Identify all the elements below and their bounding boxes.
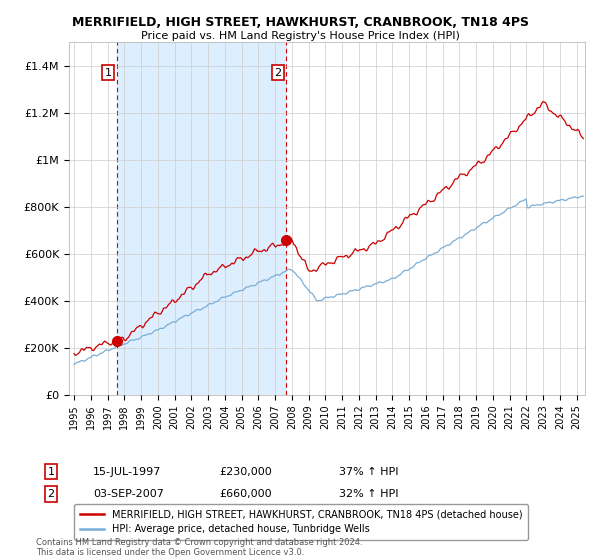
Text: £660,000: £660,000 <box>219 489 272 499</box>
Text: 37% ↑ HPI: 37% ↑ HPI <box>339 466 398 477</box>
Text: 32% ↑ HPI: 32% ↑ HPI <box>339 489 398 499</box>
Text: 15-JUL-1997: 15-JUL-1997 <box>93 466 161 477</box>
Text: 1: 1 <box>47 466 55 477</box>
Text: 2: 2 <box>274 68 281 78</box>
Text: 03-SEP-2007: 03-SEP-2007 <box>93 489 164 499</box>
Text: Price paid vs. HM Land Registry's House Price Index (HPI): Price paid vs. HM Land Registry's House … <box>140 31 460 41</box>
Text: £230,000: £230,000 <box>219 466 272 477</box>
Text: MERRIFIELD, HIGH STREET, HAWKHURST, CRANBROOK, TN18 4PS: MERRIFIELD, HIGH STREET, HAWKHURST, CRAN… <box>71 16 529 29</box>
Legend: MERRIFIELD, HIGH STREET, HAWKHURST, CRANBROOK, TN18 4PS (detached house), HPI: A: MERRIFIELD, HIGH STREET, HAWKHURST, CRAN… <box>74 504 528 540</box>
Text: Contains HM Land Registry data © Crown copyright and database right 2024.
This d: Contains HM Land Registry data © Crown c… <box>36 538 362 557</box>
Text: 2: 2 <box>47 489 55 499</box>
Text: 1: 1 <box>105 68 112 78</box>
Bar <box>116 42 286 395</box>
